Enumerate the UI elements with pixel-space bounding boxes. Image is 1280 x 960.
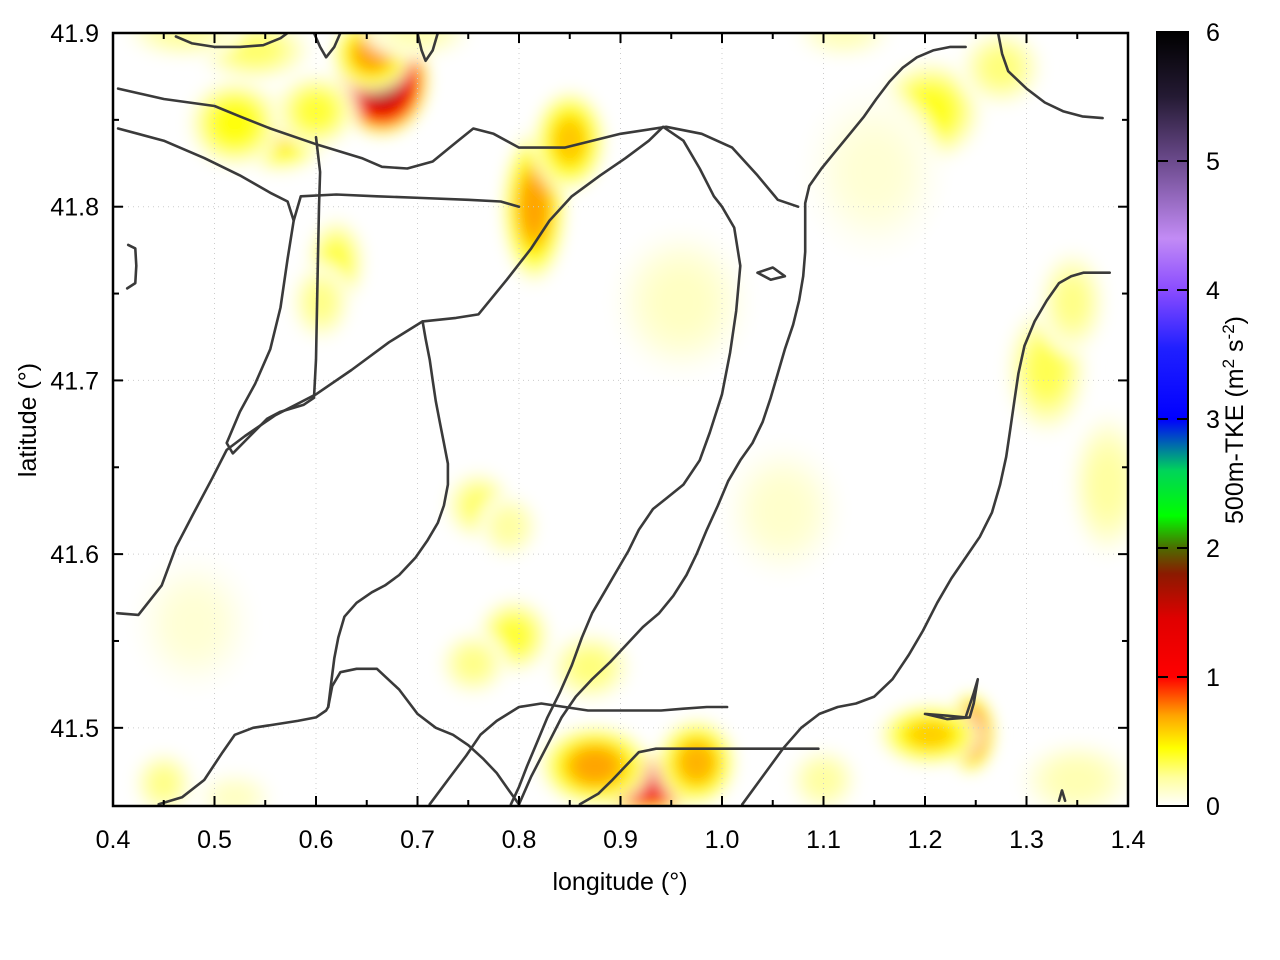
y-axis-tick-labels: 41.5 41.6 41.7 41.8 41.9 — [50, 20, 99, 743]
x-tick-label: 0.4 — [96, 826, 131, 854]
colorbar-tick-label: 4 — [1206, 277, 1220, 305]
contour-path — [517, 45, 967, 806]
colorbar-tick-label: 6 — [1206, 19, 1220, 47]
colorbar-tick-label: 5 — [1206, 148, 1220, 176]
x-tick-label: 0.5 — [197, 826, 232, 854]
colorbar-tick-label: 2 — [1206, 535, 1220, 563]
heatmap-hotspot — [576, 655, 604, 679]
colorbar-title: 500m-TKE (m2 s-2) — [1219, 316, 1250, 524]
heatmap-hotspot — [1032, 348, 1061, 392]
contour-path — [416, 33, 440, 63]
contour-path — [157, 705, 330, 806]
colorbar-title-mid: s — [1221, 339, 1249, 358]
heatmap-hotspot — [1095, 460, 1121, 509]
x-tick-label: 1.1 — [806, 826, 841, 854]
heatmap-hotspot — [812, 769, 835, 791]
x-axis-ticks — [112, 33, 1129, 806]
heatmap-hotspot — [153, 772, 174, 795]
contour-path — [225, 135, 322, 455]
contour-path — [174, 33, 289, 49]
contour-path — [312, 33, 342, 59]
colorbar-title-group: 500m-TKE (m2 s-2) — [1219, 316, 1250, 524]
heatmap-hotspot — [682, 747, 711, 778]
heatmap-hotspot — [763, 489, 802, 533]
contour-path — [578, 747, 820, 806]
heatmap-hotspot — [310, 289, 332, 316]
x-axis-title: longitude (°) — [552, 868, 687, 896]
y-tick-label: 41.5 — [50, 715, 99, 743]
colorbar: 0 1 2 3 4 5 6 — [1156, 19, 1220, 821]
heatmap-hotspot — [219, 108, 251, 139]
x-tick-label: 0.7 — [400, 826, 435, 854]
x-tick-label: 0.6 — [299, 826, 334, 854]
y-tick-label: 41.7 — [50, 367, 99, 395]
heatmap-hotspot — [522, 180, 546, 233]
heatmap-hotspot — [987, 54, 1016, 81]
heatmap-hotspot — [557, 123, 583, 158]
heatmap-field — [113, 33, 1128, 806]
x-tick-label: 1.3 — [1009, 826, 1044, 854]
heatmap-hotspot — [659, 278, 704, 327]
contour-path — [996, 33, 1104, 120]
heatmap-hotspot — [852, 144, 897, 199]
heatmap-hotspot — [165, 33, 203, 42]
heatmap-hotspot — [175, 601, 214, 646]
heatmap-hotspot — [1058, 766, 1097, 793]
heatmap-hotspot — [576, 751, 615, 781]
heatmap-hotspot — [498, 515, 519, 538]
heatmap-hotspot — [461, 652, 485, 675]
colorbar-title-end: ) — [1221, 316, 1249, 324]
colorbar-ticks — [1157, 160, 1188, 678]
x-tick-label: 1.0 — [705, 826, 740, 854]
contour-path — [741, 271, 1111, 806]
colorbar-title-sup2: -2 — [1219, 324, 1238, 339]
heatmap-hotspot — [501, 622, 527, 649]
contour-lines — [115, 33, 1111, 806]
contour-path — [1057, 789, 1067, 803]
colorbar-tick-labels: 0 1 2 3 4 5 6 — [1206, 19, 1220, 821]
contour-path — [116, 87, 800, 208]
y-tick-label: 41.6 — [50, 541, 99, 569]
x-tick-label: 0.9 — [603, 826, 638, 854]
y-axis-title: latitude (°) — [14, 363, 42, 477]
x-tick-label: 1.4 — [1111, 826, 1146, 854]
hotspot-layer — [123, 33, 1128, 806]
colorbar-tick-label: 1 — [1206, 664, 1220, 692]
colorbar-title-main: 500m-TKE (m — [1221, 368, 1249, 524]
y-axis-ticks — [113, 32, 1128, 729]
y-tick-label: 41.9 — [50, 20, 99, 48]
heatmap-hotspot — [828, 33, 860, 42]
contour-path — [326, 320, 450, 709]
x-tick-label: 0.8 — [502, 826, 537, 854]
x-axis-tick-labels: 0.4 0.5 0.6 0.7 0.8 0.9 1.0 1.1 1.2 1.3 1.4 — [96, 826, 1146, 854]
contour-path — [428, 702, 729, 806]
heatmap-hotspot — [222, 788, 248, 806]
contour-path — [326, 667, 521, 806]
contour-path — [125, 243, 138, 290]
heatmap-hotspot — [1060, 284, 1084, 320]
colorbar-title-sup1: 2 — [1219, 359, 1238, 368]
heatmap-hotspot — [302, 98, 330, 125]
contour-path — [756, 266, 787, 281]
colorbar-tick-label: 0 — [1206, 793, 1220, 821]
contour-path — [115, 125, 742, 806]
gridlines — [113, 33, 1128, 806]
contour-path — [923, 677, 980, 721]
heatmap-hotspot — [912, 723, 948, 746]
x-tick-label: 1.2 — [908, 826, 943, 854]
colorbar-tick-label: 3 — [1206, 406, 1220, 434]
y-tick-label: 41.8 — [50, 194, 99, 222]
contour-path — [116, 127, 521, 222]
